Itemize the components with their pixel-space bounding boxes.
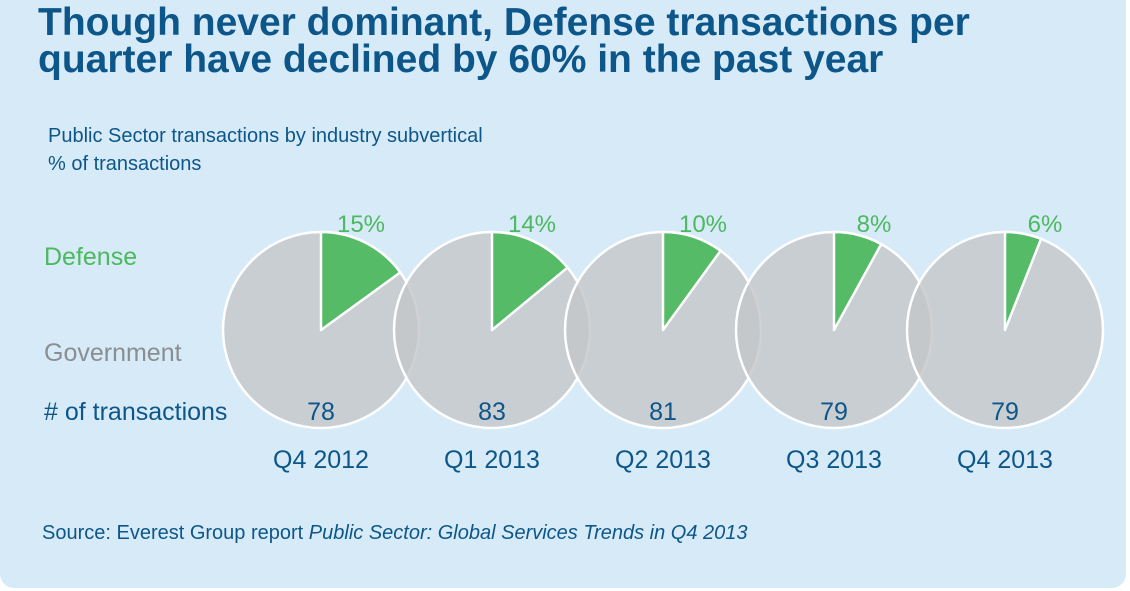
chart-title: Though never dominant, Defense transacti…	[38, 1, 1118, 81]
pie-slice-defense	[1003, 230, 1043, 332]
defense-percent-label: 10%	[679, 211, 727, 238]
transaction-count: 79	[991, 398, 1019, 426]
pie-4: 8% 79 Q3 2013	[734, 211, 934, 474]
chart-unit-label: % of transactions	[48, 153, 202, 175]
defense-percent-label: 6%	[1028, 211, 1063, 238]
transaction-count: 79	[820, 398, 848, 426]
quarter-label: Q2 2013	[615, 446, 711, 474]
pie-slice-defense	[832, 230, 883, 332]
quarter-label: Q4 2012	[273, 446, 369, 474]
legend-defense: Defense	[44, 243, 138, 271]
pie-slice-defense	[490, 230, 569, 332]
quarter-label: Q1 2013	[444, 446, 540, 474]
transaction-count: 83	[478, 398, 506, 426]
transaction-count: 81	[649, 398, 677, 426]
source-note: Source: Everest Group report Public Sect…	[42, 522, 748, 545]
legend-government: Government	[44, 339, 182, 367]
title-line-1: Though never dominant, Defense transacti…	[38, 1, 970, 44]
defense-percent-label: 8%	[857, 211, 892, 238]
pie-1: 15% 78 Q4 2012	[221, 211, 421, 474]
pie-charts: 15% 78 Q4 2012 14% 83 Q1 2013 10% 81 Q2 2013 8% 79…	[221, 211, 1105, 474]
pie-slice-defense	[661, 230, 722, 332]
transaction-count: 78	[307, 398, 335, 426]
quarter-label: Q3 2013	[786, 446, 882, 474]
source-prefix: Source: Everest Group report	[42, 522, 309, 544]
chart-subtitle: Public Sector transactions by industry s…	[48, 125, 483, 147]
pie-slice-defense	[319, 230, 402, 332]
pie-3: 10% 81 Q2 2013	[563, 211, 763, 474]
quarter-label: Q4 2013	[957, 446, 1053, 474]
pie-2: 14% 83 Q1 2013	[392, 211, 592, 474]
defense-percent-label: 14%	[508, 211, 556, 238]
title-line-2: quarter have declined by 60% in the past…	[38, 38, 884, 81]
row-label-transactions: # of transactions	[44, 398, 228, 426]
pie-5: 6% 79 Q4 2013	[905, 211, 1105, 474]
source-report-title: Public Sector: Global Services Trends in…	[308, 522, 748, 544]
defense-percent-label: 15%	[337, 211, 385, 238]
